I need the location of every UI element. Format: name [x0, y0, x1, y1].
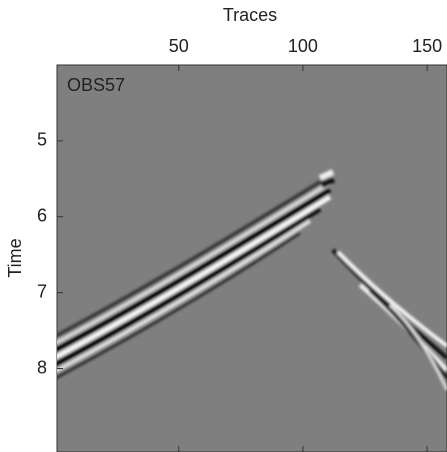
y-tick-label: 8 — [37, 357, 47, 377]
x-tick-label: 100 — [288, 36, 318, 56]
y-tick-label: 6 — [37, 206, 47, 226]
x-tick-label: 150 — [412, 36, 442, 56]
seismic-image — [57, 169, 447, 391]
x-axis-label: Traces — [223, 5, 277, 25]
y-axis-label: Time — [5, 238, 25, 277]
y-tick-label: 7 — [37, 281, 47, 301]
y-tick-label: 5 — [37, 130, 47, 150]
annotation: OBS57 — [67, 75, 125, 95]
x-tick-label: 50 — [169, 36, 189, 56]
